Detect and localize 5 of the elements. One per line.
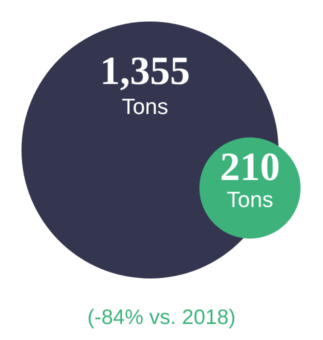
text: Tons <box>226 187 274 212</box>
text: Tons <box>122 94 168 119</box>
data-label: 210 <box>220 144 280 189</box>
text: (-84% vs. 2018) <box>87 306 236 329</box>
data-label: 1,355 <box>100 48 190 93</box>
